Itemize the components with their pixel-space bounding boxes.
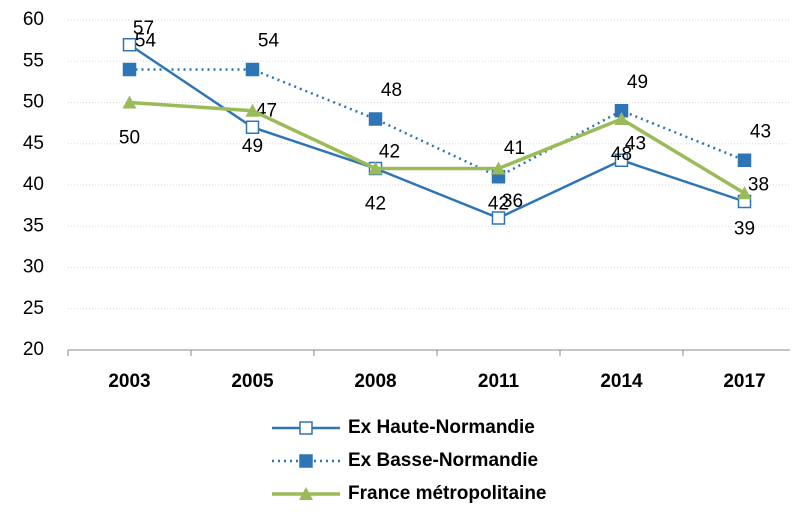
marker [245,120,260,134]
legend-label: France métropolitaine [348,483,547,504]
marker [491,161,506,175]
data-label: 43 [750,121,771,142]
y-tick-label: 45 [23,133,44,154]
y-tick-label: 20 [23,339,44,360]
marker [491,211,506,225]
y-tick-label: 25 [23,298,44,319]
data-label: 54 [258,31,280,52]
line [129,68,745,179]
legend-label: Ex Basse-Normandie [348,450,538,471]
marker [245,103,260,117]
legend-marker [299,454,313,468]
y-tick-label: 60 [23,9,44,30]
data-label: 49 [627,72,648,93]
marker [122,62,137,77]
data-label: 42 [379,142,400,163]
data-label: 48 [381,80,402,101]
x-tick-label: 2005 [231,371,274,392]
data-label: 57 [133,18,154,39]
legend-label: Ex Haute-Normandie [348,417,535,438]
marker [122,38,137,52]
y-tick-label: 30 [23,257,44,278]
x-tick-label: 2003 [108,371,150,392]
legend-marker [299,487,313,500]
marker [245,62,260,77]
data-label: 43 [625,133,646,154]
y-tick-label: 35 [23,215,44,236]
x-tick-label: 2014 [600,371,643,392]
data-label: 41 [504,138,525,159]
data-label: 54 [135,31,157,52]
marker [122,95,137,109]
legend-marker [299,421,313,435]
marker [368,161,383,175]
y-tick-label: 50 [23,92,44,113]
line [129,100,746,195]
data-label: 36 [502,191,523,212]
line [128,43,745,220]
data-label: 48 [611,144,632,165]
x-tick-label: 2008 [354,371,396,392]
data-label: 42 [488,194,509,215]
data-label: 49 [242,136,263,157]
x-tick-label: 2011 [478,371,520,392]
marker [737,186,752,200]
data-label: 42 [365,194,386,215]
marker [614,153,629,167]
data-label: 39 [734,218,755,239]
marker [368,112,383,126]
y-tick-label: 40 [23,174,44,195]
marker [737,153,752,167]
data-label: 38 [748,175,769,196]
x-tick-label: 2017 [723,371,765,392]
data-label: 50 [119,128,140,149]
y-tick-label: 55 [23,50,44,71]
marker [614,112,629,125]
